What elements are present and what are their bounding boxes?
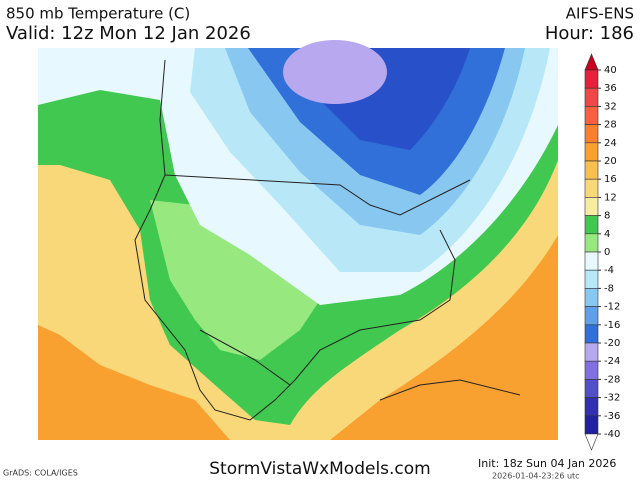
colorbar-bin xyxy=(584,360,599,380)
colorbar-bin xyxy=(584,233,599,253)
map-title: 850 mb Temperature (C) xyxy=(6,5,190,23)
credit: GrADS: COLA/IGES xyxy=(3,469,78,478)
colorbar-bin xyxy=(584,324,599,344)
colorbar-arrow-top xyxy=(584,53,599,71)
colorbar-bin xyxy=(584,215,599,235)
colorbar-bin xyxy=(584,142,599,162)
colorbar-bin xyxy=(584,397,599,417)
colorbar-tick-label: -16 xyxy=(604,320,620,331)
colorbar-tick-label: -8 xyxy=(604,283,614,294)
site-name: StormVistaWxModels.com xyxy=(209,459,431,479)
colorbar-tick-label: -20 xyxy=(604,338,620,349)
colorbar-tick-label: -28 xyxy=(604,374,620,385)
map xyxy=(38,40,558,440)
valid-time: Valid: 12z Mon 12 Jan 2026 xyxy=(6,23,251,44)
colorbar: 4036322824201612840-4-8-12-16-20-24-28-3… xyxy=(584,53,620,451)
colorbar-tick-label: -32 xyxy=(604,393,620,404)
timestamp: 2026-01-04-23:26 utc xyxy=(492,472,580,480)
colorbar-arrow-bottom xyxy=(584,433,599,451)
colorbar-bin xyxy=(584,251,599,271)
colorbar-tick-label: 0 xyxy=(604,247,610,258)
colorbar-bin xyxy=(584,288,599,307)
colorbar-bin xyxy=(584,69,599,89)
colorbar-bin xyxy=(584,197,599,216)
colorbar-tick-label: -12 xyxy=(604,302,620,313)
colorbar-tick-label: 36 xyxy=(604,83,617,94)
colorbar-tick-label: -4 xyxy=(604,265,614,276)
colorbar-tick-label: 4 xyxy=(604,229,610,240)
colorbar-bin xyxy=(584,269,599,289)
colorbar-tick-label: 16 xyxy=(604,174,617,185)
colorbar-tick-label: 40 xyxy=(604,65,617,76)
colorbar-bin xyxy=(584,160,599,180)
colorbar-tick-label: 28 xyxy=(604,120,617,131)
colorbar-tick-label: 8 xyxy=(604,211,610,222)
init-time: Init: 18z Sun 04 Jan 2026 xyxy=(478,457,616,470)
colorbar-tick-label: 12 xyxy=(604,192,617,203)
colorbar-tick-label: 24 xyxy=(604,138,617,149)
colorbar-bin xyxy=(584,415,599,435)
colorbar-bin xyxy=(584,178,599,198)
model-name: AIFS-ENS xyxy=(566,5,634,23)
colorbar-tick-label: 32 xyxy=(604,101,617,112)
colorbar-tick-label: -36 xyxy=(604,411,620,422)
colorbar-tick-label: -40 xyxy=(604,429,620,440)
colorbar-bin xyxy=(584,106,599,125)
colorbar-tick-label: -24 xyxy=(604,356,620,367)
colorbar-bin xyxy=(584,342,599,362)
colorbar-bin xyxy=(584,87,599,107)
forecast-hour: Hour: 186 xyxy=(545,23,634,44)
colorbar-bin xyxy=(584,306,599,326)
colorbar-tick-label: 20 xyxy=(604,156,617,167)
colorbar-bin xyxy=(584,124,599,144)
colorbar-bin xyxy=(584,379,599,398)
